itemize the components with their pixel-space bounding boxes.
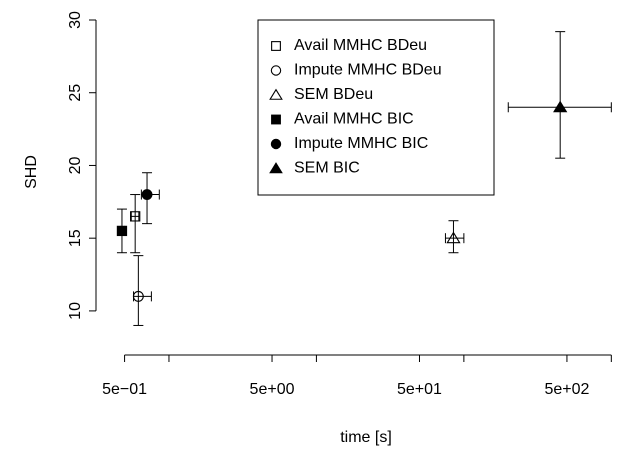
data-points bbox=[116, 31, 612, 326]
series-point bbox=[116, 208, 128, 254]
series-point bbox=[140, 172, 160, 225]
data-point-marker bbox=[130, 211, 141, 222]
legend-box bbox=[257, 19, 495, 196]
x-tick-label: 5e+01 bbox=[397, 381, 442, 398]
data-point-marker bbox=[553, 100, 568, 113]
y-tick-label: 30 bbox=[67, 11, 84, 29]
legend-entry: Avail MMHC BIC bbox=[271, 111, 414, 128]
legend-label: Impute MMHC BIC bbox=[294, 135, 428, 152]
y-ticks: 10 15 20 25 30 bbox=[67, 11, 96, 320]
series-point bbox=[507, 31, 612, 159]
legend-marker bbox=[269, 88, 283, 100]
data-point-marker bbox=[141, 189, 153, 200]
x-axis-label: time [s] bbox=[340, 429, 392, 446]
x-ticks: 5e−01 5e+00 5e+01 5e+02 bbox=[102, 355, 612, 398]
legend-marker bbox=[270, 138, 282, 150]
legend-label: Avail MMHC BDeu bbox=[294, 37, 427, 54]
series-point bbox=[130, 194, 141, 254]
y-tick-label: 10 bbox=[67, 302, 84, 320]
legend-label: Impute MMHC BDeu bbox=[294, 62, 442, 79]
legend-marker bbox=[269, 162, 283, 174]
data-point-marker bbox=[132, 290, 144, 302]
data-point-marker bbox=[116, 225, 128, 237]
y-tick-label: 20 bbox=[67, 156, 84, 174]
legend-label: SEM BDeu bbox=[294, 86, 373, 103]
x-tick-label: 5e−01 bbox=[102, 381, 147, 398]
x-tick-label: 5e+00 bbox=[250, 381, 295, 398]
legend-marker bbox=[270, 65, 282, 76]
legend-label: SEM BIC bbox=[294, 160, 360, 177]
y-axis-label: SHD bbox=[23, 155, 40, 189]
legend-marker bbox=[271, 114, 281, 125]
legend-entry: Impute MMHC BIC bbox=[270, 135, 428, 152]
series-point bbox=[132, 255, 152, 326]
data-point-marker bbox=[446, 231, 461, 244]
legend-marker bbox=[271, 41, 281, 51]
legend-label: Avail MMHC BIC bbox=[294, 111, 414, 128]
x-tick-label: 5e+02 bbox=[544, 381, 589, 398]
legend: Avail MMHC BDeu Impute MMHC BDeu SEM BDeu A… bbox=[257, 19, 495, 196]
legend-entry: Avail MMHC BDeu bbox=[271, 37, 427, 54]
y-tick-label: 25 bbox=[67, 84, 84, 102]
legend-entry: Impute MMHC BDeu bbox=[270, 62, 442, 79]
legend-entry: SEM BDeu bbox=[269, 86, 373, 103]
legend-entry: SEM BIC bbox=[269, 160, 360, 177]
y-tick-label: 15 bbox=[67, 229, 84, 247]
series-point bbox=[444, 220, 465, 254]
